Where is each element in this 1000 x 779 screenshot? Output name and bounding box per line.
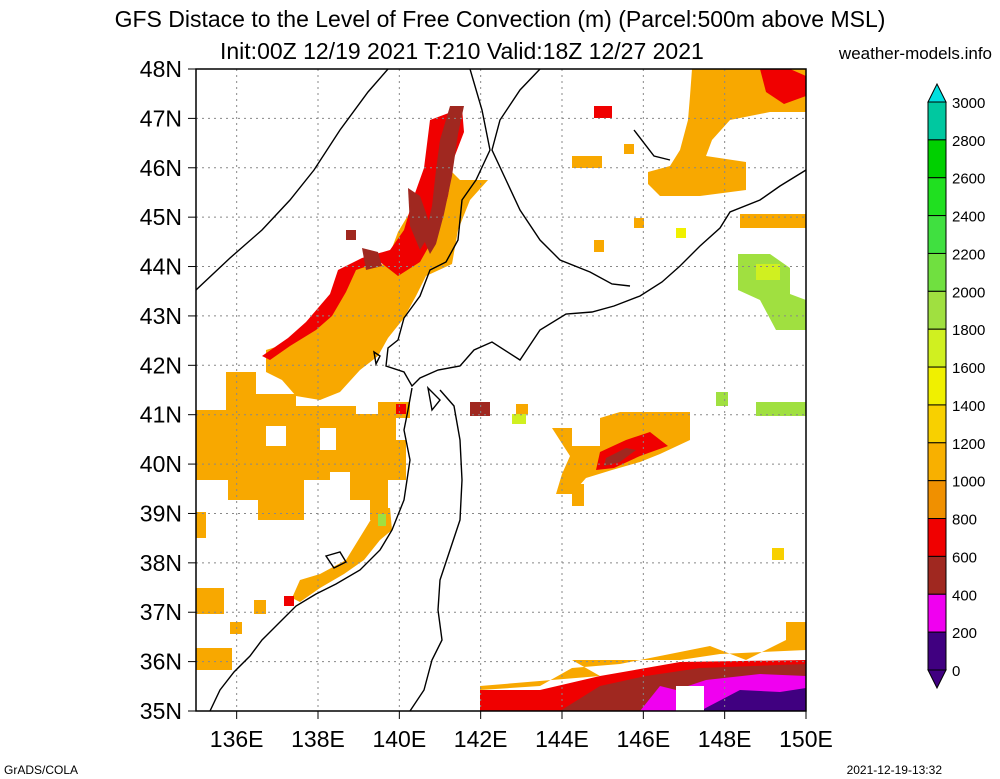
lon-label: 142E xyxy=(454,726,508,752)
field-shading xyxy=(196,69,806,711)
grid-lines xyxy=(196,69,806,711)
lon-label: 138E xyxy=(291,726,345,752)
colorbar-label: 600 xyxy=(952,549,977,566)
coastline xyxy=(196,69,806,711)
lon-label: 150E xyxy=(779,726,833,752)
colorbar-swatch xyxy=(927,518,947,557)
colorbar-swatch xyxy=(927,177,947,217)
credit-text: weather-models.info xyxy=(838,44,992,63)
lat-axis-labels: 48N 47N 46N 45N 44N 43N 42N 41N 40N 39N 38N 37N 36N 3… xyxy=(140,56,196,724)
colorbar-swatch xyxy=(927,631,947,671)
colorbar-swatch xyxy=(927,404,947,444)
colorbar-label: 1600 xyxy=(952,360,985,377)
colorbar-swatch xyxy=(927,593,947,633)
colorbar: 3000280026002400220020001800160014001200… xyxy=(927,82,985,690)
map-subtitle: Init:00Z 12/19 2021 T:210 Valid:18Z 12/2… xyxy=(220,38,704,64)
colorbar-label: 0 xyxy=(952,663,960,680)
map-title: GFS Distace to the Level of Free Convect… xyxy=(114,6,886,32)
field-brown-north xyxy=(424,106,464,254)
lat-label: 41N xyxy=(140,402,182,428)
lon-label: 140E xyxy=(372,726,426,752)
lon-label: 146E xyxy=(616,726,670,752)
colorbar-label: 800 xyxy=(952,512,977,529)
colorbar-label: 1400 xyxy=(952,398,985,415)
lon-axis-labels: 136E 138E 140E 142E 144E 146E 148E 150E xyxy=(210,711,833,752)
lon-label: 148E xyxy=(698,726,752,752)
colorbar-swatch xyxy=(927,555,947,595)
colorbar-top-arrow xyxy=(927,82,947,103)
colorbar-label: 2000 xyxy=(952,284,985,301)
lat-label: 39N xyxy=(140,500,182,526)
lat-label: 38N xyxy=(140,550,182,576)
colorbar-label: 2600 xyxy=(952,171,985,188)
colorbar-swatch xyxy=(927,139,947,179)
field-orange-west xyxy=(196,372,406,520)
map-frame xyxy=(195,68,807,712)
colorbar-label: 1800 xyxy=(952,322,985,339)
colorbar-label: 400 xyxy=(952,587,977,604)
lat-label: 37N xyxy=(140,599,182,625)
colorbar-label: 200 xyxy=(952,625,977,642)
colorbar-label: 3000 xyxy=(952,95,985,112)
colorbar-swatch xyxy=(927,328,947,368)
colorbar-swatch xyxy=(927,366,947,406)
field-orange-north xyxy=(266,164,488,400)
colorbar-bottom-arrow xyxy=(927,669,947,690)
lat-label: 42N xyxy=(140,352,182,378)
colorbar-swatch xyxy=(927,290,947,330)
colorbar-swatch xyxy=(927,252,947,292)
colorbar-label: 1200 xyxy=(952,436,985,453)
footer-timestamp: 2021-12-19-13:32 xyxy=(846,763,942,777)
footer-left-text: GrADS/COLA xyxy=(4,763,79,777)
colorbar-swatch xyxy=(927,215,947,254)
lat-label: 45N xyxy=(140,204,182,230)
colorbar-swatch xyxy=(927,101,947,141)
lon-label: 136E xyxy=(210,726,264,752)
lat-label: 36N xyxy=(140,649,182,675)
lat-label: 40N xyxy=(140,451,182,477)
lat-label: 44N xyxy=(140,254,182,280)
colorbar-label: 2200 xyxy=(952,246,985,263)
colorbar-swatch xyxy=(927,442,947,482)
lat-label: 48N xyxy=(140,56,182,82)
colorbar-label: 1000 xyxy=(952,474,985,491)
lat-label: 46N xyxy=(140,155,182,181)
lat-label: 35N xyxy=(140,698,182,724)
colorbar-label: 2400 xyxy=(952,209,985,226)
lon-label: 144E xyxy=(535,726,589,752)
lat-label: 43N xyxy=(140,303,182,329)
lat-label: 47N xyxy=(140,105,182,131)
colorbar-label: 2800 xyxy=(952,133,985,150)
colorbar-swatch xyxy=(927,480,947,520)
